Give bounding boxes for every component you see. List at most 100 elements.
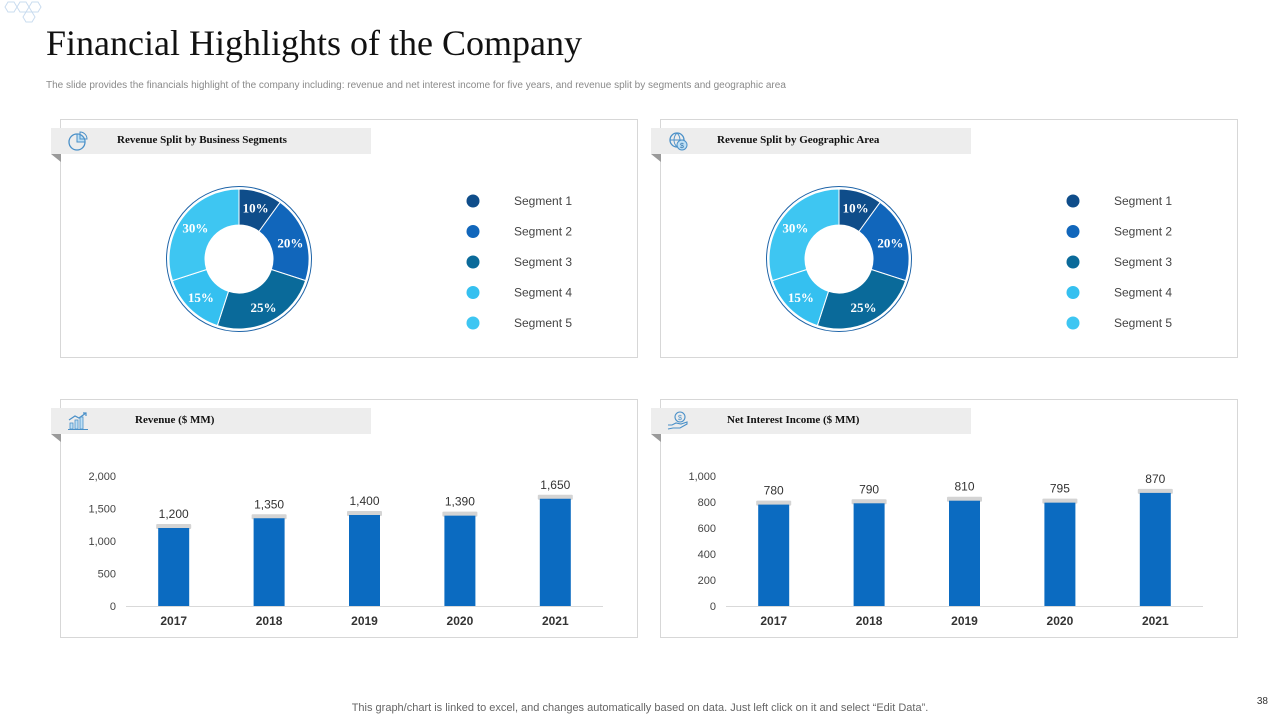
legend-label: Segment 2	[514, 225, 572, 239]
slice-data-label: 15%	[788, 290, 814, 305]
legend-marker	[466, 225, 480, 238]
slice-data-label: 20%	[277, 235, 303, 250]
slice-data-label: 10%	[843, 201, 869, 216]
y-tick-label: 0	[110, 601, 116, 613]
bar	[853, 503, 885, 606]
donut-outline	[766, 186, 912, 332]
y-tick-label: 0	[710, 601, 716, 613]
bar-data-label: 1,200	[159, 507, 189, 521]
svg-text:$: $	[680, 143, 684, 150]
page-subtitle: The slide provides the financials highli…	[46, 80, 786, 91]
legend-marker	[1066, 194, 1080, 208]
x-tick-label: 2020	[1047, 614, 1074, 628]
page-title: Financial Highlights of the Company	[46, 23, 582, 63]
bar-cap	[251, 514, 287, 520]
footer-note: This graph/chart is linked to excel, and…	[351, 702, 929, 714]
panel-header: Revenue Split by Business Segments	[51, 128, 371, 162]
y-tick-label: 400	[698, 549, 716, 561]
panel-title: Revenue Split by Geographic Area	[717, 134, 880, 146]
y-tick-label: 1,500	[88, 504, 116, 516]
panel-header: Revenue ($ MM)	[51, 408, 371, 442]
legend-label: Segment 5	[514, 316, 572, 330]
bar-data-label: 795	[1050, 482, 1070, 496]
legend-label: Segment 3	[1114, 255, 1172, 269]
legend-marker	[466, 255, 480, 269]
bar-cap	[1137, 488, 1173, 494]
x-tick-label: 2019	[951, 614, 978, 628]
svg-text:$: $	[678, 415, 682, 422]
legend-label: Segment 1	[514, 194, 572, 208]
bar-cap	[756, 500, 792, 506]
bar	[158, 528, 190, 606]
x-tick-label: 2018	[256, 614, 283, 628]
panel-title: Revenue Split by Business Segments	[117, 134, 287, 146]
panel-revenue-split-segments: Revenue Split by Business Segments 10% 20…	[51, 119, 638, 358]
bar-chart-revenue: 0 500 1,000 1,500 2,000 1,200 2017 1,350 2018 1,4…	[88, 471, 603, 628]
bar-data-label: 790	[859, 482, 879, 496]
legend-label: Segment 4	[1114, 286, 1172, 300]
panel-header: $ Net Interest Income ($ MM)	[651, 408, 971, 442]
bar-cap	[851, 499, 887, 505]
donut-slice	[768, 188, 840, 282]
bar-data-label: 1,650	[540, 478, 570, 492]
x-tick-label: 2020	[447, 614, 474, 628]
bar-growth-icon	[68, 412, 88, 430]
hand-money-icon: $	[667, 411, 688, 430]
donut-chart-segments: 10% 20% 25% 15% 30% Segment 1 Segment 2 Segment…	[166, 186, 572, 332]
hexagon-decoration	[4, 1, 42, 23]
panel-title: Net Interest Income ($ MM)	[727, 414, 860, 426]
legend-label: Segment 1	[1114, 194, 1172, 208]
bar	[1139, 492, 1171, 606]
bar-cap	[442, 511, 478, 517]
bar-chart-net-interest-income: 0 200 400 600 800 1,000 780 2017 790 2018 810 2019 7…	[688, 471, 1203, 628]
bar-cap	[537, 494, 573, 500]
legend-label: Segment 3	[514, 255, 572, 269]
slice-data-label: 20%	[877, 235, 903, 250]
panel-revenue: Revenue ($ MM) 0 500 1,000 1,500 2,000 1,200 2…	[51, 399, 638, 638]
bar-cap	[156, 524, 192, 529]
y-tick-label: 200	[698, 575, 716, 587]
y-tick-label: 800	[698, 497, 716, 509]
bar	[758, 504, 790, 606]
panel-revenue-split-geographic: $ Revenue Split by Geographic Area 10% 20…	[651, 119, 1238, 358]
slice-data-label: 30%	[182, 220, 208, 235]
bar	[253, 518, 285, 606]
legend-label: Segment 4	[514, 286, 572, 300]
y-tick-label: 2,000	[88, 471, 116, 483]
donut-chart-geographic: 10% 20% 25% 15% 30% Segment 1 Segment 2 Segment…	[766, 186, 1172, 332]
bar-cap	[1042, 498, 1078, 504]
bar-data-label: 1,400	[349, 494, 379, 508]
bar	[949, 500, 980, 606]
y-tick-label: 500	[98, 569, 116, 581]
page-number: 38	[1256, 696, 1268, 707]
x-tick-label: 2017	[160, 614, 187, 628]
bar-data-label: 810	[954, 480, 974, 494]
legend-marker	[1066, 255, 1080, 269]
legend-label: Segment 2	[1114, 225, 1172, 239]
bar-cap	[347, 511, 382, 516]
bar	[349, 515, 380, 606]
bar-data-label: 1,350	[254, 497, 284, 511]
legend-marker	[1066, 316, 1080, 330]
x-tick-label: 2017	[760, 614, 787, 628]
bar-data-label: 780	[764, 484, 784, 498]
x-tick-label: 2021	[1142, 614, 1169, 628]
donut-slice	[216, 268, 307, 330]
slice-data-label: 10%	[243, 201, 269, 216]
panel-net-interest-income: $ Net Interest Income ($ MM) 0 200 400 600 8…	[651, 399, 1238, 638]
bar-data-label: 870	[1145, 472, 1165, 486]
slice-data-label: 25%	[251, 300, 277, 315]
legend-marker	[466, 286, 480, 299]
legend-marker	[466, 194, 480, 208]
slice-data-label: 25%	[851, 300, 877, 315]
legend-marker	[1066, 286, 1080, 299]
globe-money-icon: $	[669, 132, 688, 151]
donut-outline	[166, 186, 312, 332]
legend-label: Segment 5	[1114, 316, 1172, 330]
slice-data-label: 30%	[782, 220, 808, 235]
y-tick-label: 1,000	[88, 536, 116, 548]
donut-slice	[816, 268, 907, 330]
donut-slice	[168, 188, 240, 282]
pie-chart-icon	[68, 131, 88, 151]
legend-marker	[466, 316, 480, 330]
